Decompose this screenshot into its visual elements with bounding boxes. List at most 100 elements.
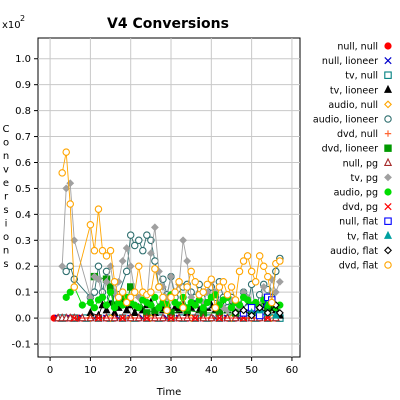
data-point bbox=[62, 184, 71, 193]
legend-label: tv, lioneer bbox=[330, 85, 378, 96]
data-point bbox=[151, 257, 159, 265]
legend-item: tv, null bbox=[345, 71, 392, 82]
data-point bbox=[94, 205, 103, 213]
legend-label: null, null bbox=[337, 42, 378, 53]
data-point bbox=[207, 275, 216, 283]
series-audio-flat bbox=[231, 301, 284, 320]
data-point bbox=[150, 223, 159, 232]
legend-label: dvd, flat bbox=[339, 261, 379, 272]
y-axis-title-letter: s bbox=[3, 205, 8, 216]
legend-marker bbox=[383, 157, 393, 166]
legend-item: audio, flat bbox=[330, 246, 392, 257]
data-point bbox=[102, 252, 111, 260]
x-tick-label: 50 bbox=[245, 365, 258, 376]
data-point bbox=[155, 304, 163, 312]
data-point bbox=[66, 262, 74, 270]
data-point bbox=[255, 303, 264, 312]
x-axis-title: Time bbox=[156, 387, 181, 398]
legend-label: tv, pg bbox=[351, 173, 378, 184]
data-point bbox=[191, 278, 199, 286]
y-axis-title-letter: o bbox=[3, 232, 9, 243]
data-point bbox=[239, 257, 248, 265]
data-point bbox=[143, 314, 151, 322]
x-tick-label: 40 bbox=[205, 365, 218, 376]
series-dvd-pg bbox=[70, 314, 272, 322]
data-point bbox=[94, 275, 103, 284]
y-axis-title-letter: i bbox=[5, 219, 8, 230]
data-point bbox=[122, 305, 131, 314]
data-point bbox=[114, 293, 123, 302]
data-point bbox=[62, 293, 70, 301]
legend-item: null, flat bbox=[339, 217, 392, 228]
x-tick-label: 0 bbox=[47, 365, 53, 376]
legend-marker bbox=[384, 188, 392, 196]
data-point bbox=[239, 306, 248, 315]
data-point bbox=[62, 267, 70, 276]
data-point bbox=[90, 246, 99, 255]
data-point bbox=[227, 304, 236, 312]
legend-label: null, lioneer bbox=[322, 56, 378, 67]
data-point bbox=[247, 267, 256, 276]
legend-marker bbox=[384, 173, 392, 182]
data-point bbox=[151, 293, 159, 301]
data-point bbox=[275, 308, 284, 317]
y-tick-label: 0.8 bbox=[15, 106, 31, 117]
data-point bbox=[223, 313, 232, 322]
data-point bbox=[135, 236, 143, 245]
series-layer bbox=[50, 148, 284, 323]
y-tick-label: 0.6 bbox=[15, 158, 31, 169]
legend-item: dvd, null bbox=[337, 129, 392, 140]
legend-marker bbox=[384, 130, 392, 137]
data-point bbox=[66, 200, 74, 208]
x-tick-label: 60 bbox=[286, 365, 299, 376]
data-point bbox=[271, 288, 280, 297]
legend-marker bbox=[384, 217, 392, 225]
data-point bbox=[215, 283, 224, 291]
data-point bbox=[231, 296, 240, 304]
data-point bbox=[143, 231, 151, 239]
data-point bbox=[174, 313, 184, 322]
data-point bbox=[179, 236, 188, 245]
data-point bbox=[86, 220, 95, 229]
y-axis-title-letter: n bbox=[3, 151, 9, 162]
axes: 0 10 20 30 40 50 60 -0.1 0.0 0.1 0.2 0.3 0.4 0.5 0.6 0.… bbox=[11, 54, 298, 376]
data-point bbox=[94, 314, 103, 322]
y-tick-label: 0.5 bbox=[15, 184, 31, 195]
data-point bbox=[130, 288, 139, 296]
legend-item: null, null bbox=[337, 42, 392, 53]
data-point bbox=[130, 241, 139, 250]
data-point bbox=[58, 169, 66, 177]
legend-label: dvd, pg bbox=[342, 202, 378, 213]
legend-marker bbox=[384, 71, 392, 79]
y-tick-label: 0.9 bbox=[15, 80, 31, 91]
data-point bbox=[167, 272, 175, 281]
data-point bbox=[122, 298, 131, 307]
data-point bbox=[259, 283, 268, 291]
data-point bbox=[70, 283, 79, 291]
data-point bbox=[90, 304, 99, 312]
y-tick-label: 0.7 bbox=[15, 132, 31, 143]
legend-label: audio, null bbox=[328, 100, 378, 111]
y-tick-label: 0.4 bbox=[15, 210, 31, 221]
legend-item: null, lioneer bbox=[322, 56, 392, 67]
y-tick-label: -0.1 bbox=[11, 340, 31, 351]
legend-item: audio, null bbox=[328, 100, 392, 111]
legend-item: dvd, pg bbox=[342, 202, 392, 213]
data-point bbox=[146, 249, 155, 258]
data-point bbox=[158, 313, 168, 322]
data-point bbox=[215, 314, 224, 322]
data-point bbox=[243, 252, 252, 260]
data-point bbox=[150, 313, 159, 322]
series-dvd-flat bbox=[58, 148, 284, 315]
legend-item: audio, lioneer bbox=[313, 115, 392, 126]
data-point bbox=[183, 257, 192, 265]
data-point bbox=[66, 288, 74, 296]
x-tick-label: 20 bbox=[124, 365, 137, 376]
data-point bbox=[102, 267, 111, 276]
data-point bbox=[191, 314, 199, 322]
y-tick-label: 0.3 bbox=[15, 236, 31, 247]
legend-item: null, pg bbox=[343, 157, 393, 169]
data-point bbox=[183, 283, 191, 291]
data-point bbox=[231, 308, 240, 317]
data-point bbox=[155, 283, 163, 291]
